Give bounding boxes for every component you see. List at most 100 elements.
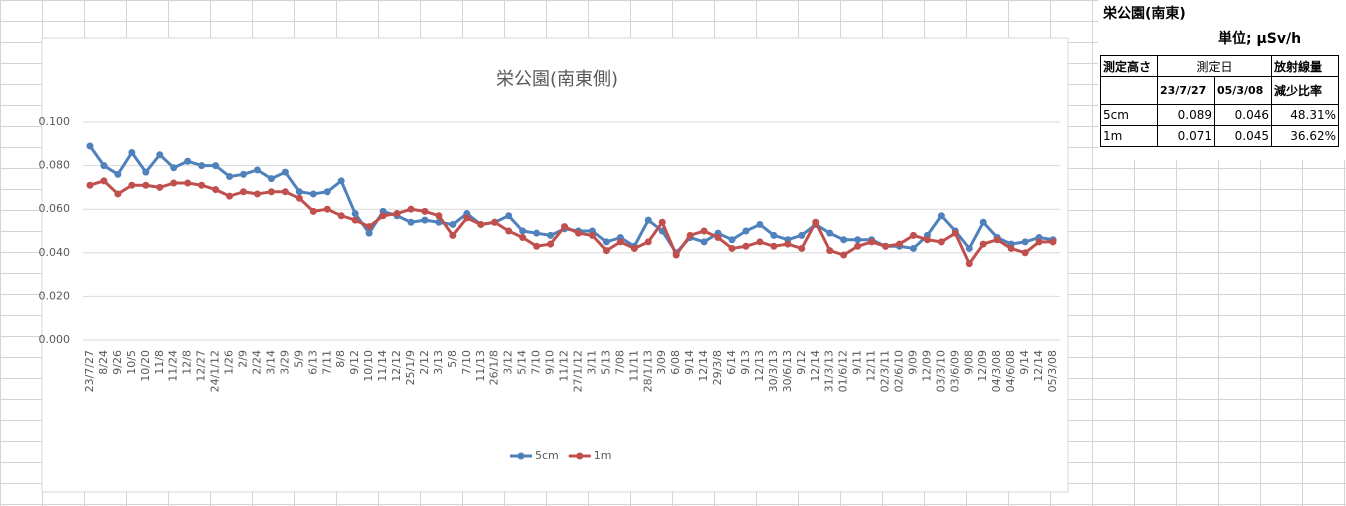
marker — [909, 244, 917, 252]
marker — [226, 192, 234, 200]
y-tick-label: 0.080 — [39, 159, 71, 172]
y-tick-label: 0.040 — [39, 246, 71, 259]
marker — [937, 212, 945, 220]
marker — [1021, 249, 1029, 257]
marker — [840, 236, 848, 244]
cell: 5cm — [1100, 104, 1158, 126]
y-tick-label: 0.000 — [39, 333, 71, 346]
marker — [770, 231, 778, 239]
x-tick-label: 10/10 — [362, 350, 375, 382]
x-tick-label: 9/26 — [111, 350, 124, 375]
marker — [114, 190, 122, 198]
x-tick-label: 27/1/12 — [571, 350, 584, 392]
x-tick-label: 12/14 — [1032, 350, 1045, 382]
marker — [240, 188, 248, 196]
marker — [114, 170, 122, 178]
marker — [909, 231, 917, 239]
marker — [323, 188, 331, 196]
marker — [253, 190, 261, 198]
cell — [1100, 76, 1158, 105]
x-tick-label: 3/29 — [278, 350, 291, 375]
marker — [86, 142, 94, 150]
x-tick-label: 5/13 — [599, 350, 612, 375]
marker — [477, 220, 485, 228]
marker — [672, 251, 680, 259]
marker — [226, 173, 234, 180]
x-tick-label: 11/11 — [627, 350, 640, 382]
x-tick-label: 3/11 — [585, 350, 598, 375]
y-tick-label: 0.020 — [39, 289, 71, 302]
x-tick-label: 6/13 — [306, 350, 319, 375]
x-tick-label: 24/1/12 — [209, 350, 222, 392]
marker — [742, 227, 750, 235]
marker — [505, 212, 513, 220]
series-line — [89, 179, 1054, 266]
marker — [449, 220, 457, 228]
marker — [1007, 244, 1015, 252]
marker — [128, 149, 136, 157]
marker — [170, 179, 178, 187]
marker — [365, 229, 373, 237]
legend-label: 5cm — [535, 449, 559, 462]
x-tick-label: 11/13 — [474, 350, 487, 382]
cell: 0.089 — [1157, 104, 1215, 126]
marker — [937, 238, 945, 246]
x-tick-label: 2/24 — [250, 350, 263, 375]
x-tick-label: 9/14 — [1018, 350, 1031, 375]
x-tick-label: 10/20 — [139, 350, 152, 382]
x-tick-label: 04/3/08 — [990, 350, 1003, 392]
x-tick-label: 5/14 — [516, 350, 529, 375]
x-tick-label: 11/24 — [167, 350, 180, 382]
x-tick-label: 3/14 — [264, 350, 277, 375]
cell: 測定高さ — [1100, 55, 1158, 77]
x-tick-label: 11/12 — [558, 350, 571, 382]
x-tick-label: 12/14 — [809, 350, 822, 382]
marker — [156, 151, 164, 159]
marker — [812, 218, 820, 226]
x-tick-label: 10/5 — [125, 350, 138, 375]
marker — [658, 218, 666, 226]
x-tick-label: 3/12 — [502, 350, 515, 375]
marker — [854, 236, 862, 244]
marker — [421, 207, 429, 215]
marker — [728, 244, 736, 252]
chart-title: 栄公園(南東側) — [496, 69, 618, 90]
x-tick-label: 12/27 — [195, 350, 208, 382]
marker — [184, 157, 192, 165]
marker — [309, 190, 317, 198]
marker — [826, 229, 834, 237]
y-tick-label: 0.100 — [39, 115, 71, 128]
marker — [519, 227, 527, 235]
x-tick-label: 31/3/13 — [823, 350, 836, 392]
marker — [965, 244, 973, 252]
x-tick-label: 9/12 — [795, 350, 808, 375]
marker — [630, 244, 638, 252]
x-tick-label: 5/8 — [446, 350, 459, 368]
marker — [854, 242, 862, 250]
x-tick-label: 12/11 — [865, 350, 878, 382]
x-tick-label: 9/14 — [683, 350, 696, 375]
marker — [393, 210, 401, 218]
marker — [407, 205, 415, 213]
marker — [295, 194, 303, 202]
marker — [895, 240, 903, 248]
x-tick-label: 11/8 — [153, 350, 166, 375]
x-tick-label: 9/10 — [544, 350, 557, 375]
cell: 0.071 — [1157, 125, 1215, 147]
marker — [533, 229, 541, 237]
y-tick-label: 0.060 — [39, 202, 71, 215]
marker — [840, 251, 848, 259]
marker — [993, 236, 1001, 244]
marker — [240, 170, 248, 178]
marker — [547, 231, 555, 239]
marker — [561, 223, 569, 231]
marker — [798, 244, 806, 252]
marker — [616, 238, 624, 246]
marker — [1035, 238, 1043, 246]
x-tick-label: 5/9 — [292, 350, 305, 368]
marker — [198, 181, 206, 189]
marker — [142, 168, 150, 176]
marker — [965, 260, 973, 268]
cell: 放射線量 — [1271, 55, 1339, 77]
chart-area — [41, 37, 1069, 493]
